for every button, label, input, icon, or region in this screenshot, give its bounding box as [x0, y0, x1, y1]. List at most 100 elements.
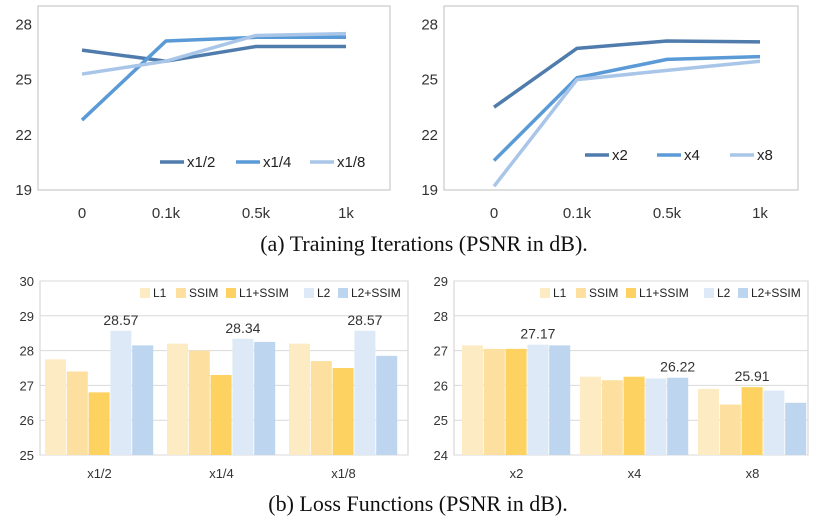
x-tick-label: x8: [746, 466, 760, 481]
x-tick-label: 0.5k: [242, 205, 271, 222]
y-tick-label: 27: [434, 344, 448, 359]
bar-x1/2-L2: [110, 330, 132, 455]
legend-label: x8: [757, 147, 773, 164]
x-tick-label: x1/2: [87, 466, 112, 481]
x-tick-label: x2: [510, 466, 524, 481]
y-tick-label: 24: [434, 448, 448, 463]
legend-label: x2: [612, 147, 628, 164]
y-tick-label: 26: [434, 378, 448, 393]
bar-x1/8-L1: [289, 343, 310, 455]
legend-swatch: [226, 288, 236, 298]
x-tick-label: x4: [628, 466, 642, 481]
y-tick-label: 30: [20, 274, 34, 289]
bar-x2-L1: [462, 345, 483, 455]
bar-chart-2: 24 25 26 27 28 29 x2 x4 x8 27.17 26.22 25.91 L1 SSIM L…: [434, 274, 809, 481]
legend-swatch: [338, 288, 348, 298]
y-tick-label: 28: [20, 344, 34, 359]
y-tick-label: 25: [15, 72, 32, 89]
line-chart-1: 19 22 25 28 0 0.1k 0.5k 1k x1/2 x1/4 x1/8: [15, 5, 391, 222]
y-tick-label: 22: [15, 127, 32, 144]
data-label: 28.57: [103, 312, 138, 328]
y-tick-label: 25: [421, 72, 438, 89]
legend-swatch: [304, 288, 314, 298]
bar-x8-L2: [763, 390, 785, 455]
x-tick-label: 1k: [752, 205, 768, 222]
y-tick-label: 25: [20, 448, 34, 463]
x-tick-label: 1k: [338, 205, 354, 222]
data-label: 25.91: [735, 368, 770, 384]
plot-frame: [443, 5, 799, 191]
y-tick-label: 28: [15, 16, 32, 33]
legend-label: L1: [553, 286, 567, 300]
series-line-x4: [492, 54, 761, 162]
legend-label: L2+SSIM: [751, 286, 801, 300]
bar-x8-SSIM: [719, 404, 741, 455]
bar-x1/4-SSIM: [188, 350, 210, 455]
data-label: 28.34: [225, 320, 260, 336]
x-tick-label: 0: [490, 205, 498, 222]
x-tick-label: 0.1k: [563, 205, 592, 222]
legend-label: SSIM: [589, 286, 618, 300]
data-label: 27.17: [520, 326, 555, 342]
bar-x1/8-L2+SSIM: [376, 355, 398, 455]
bar-x4-L1+SSIM: [623, 376, 645, 455]
legend-label: L2: [317, 286, 331, 300]
legend-swatch: [626, 288, 636, 298]
bar-x2-SSIM: [483, 348, 505, 455]
bar-x2-L2: [527, 344, 549, 455]
bar-x1/2-L1+SSIM: [88, 392, 110, 455]
legend-label: L1: [153, 286, 167, 300]
data-label: 26.22: [660, 359, 695, 375]
x-tick-label: 0: [78, 205, 86, 222]
legend-label: x4: [684, 147, 700, 164]
bar-x1/8-L1+SSIM: [332, 368, 354, 455]
legend-label: L2: [717, 286, 731, 300]
caption-b: (b) Loss Functions (PSNR in dB).: [268, 491, 567, 516]
bar-x1/4-L2+SSIM: [254, 341, 276, 455]
line-chart-2: 19 22 25 28 0 0.1k 0.5k 1k x2 x4 x8: [421, 5, 799, 222]
bar-x1/2-SSIM: [66, 371, 88, 455]
x-tick-label: x1/8: [331, 466, 356, 481]
bar-x8-L1+SSIM: [741, 387, 763, 455]
y-tick-label: 28: [434, 309, 448, 324]
bar-x4-SSIM: [601, 380, 623, 455]
bar-x2-L2+SSIM: [549, 345, 571, 455]
series-line-x8: [492, 59, 761, 188]
bar-x1/8-L2: [354, 330, 376, 455]
y-tick-label: 19: [421, 182, 438, 199]
bar-x1/8-SSIM: [310, 361, 332, 455]
bar-x4-L1: [580, 376, 601, 455]
bar-x4-L2: [645, 378, 667, 455]
legend-label: L2+SSIM: [351, 286, 401, 300]
legend-label: SSIM: [189, 286, 218, 300]
y-tick-label: 25: [434, 413, 448, 428]
y-tick-label: 29: [434, 274, 448, 289]
series-line-x1/4: [80, 35, 346, 122]
legend-label: x1/2: [187, 154, 215, 171]
series-line-x1/2: [81, 44, 346, 63]
legend-label: L1+SSIM: [239, 286, 289, 300]
y-tick-label: 29: [20, 309, 34, 324]
x-tick-label: x1/4: [209, 466, 234, 481]
series-line-x1/8: [81, 31, 347, 76]
y-tick-label: 27: [20, 378, 34, 393]
bar-x8-L1: [698, 388, 719, 455]
legend-label: L1+SSIM: [639, 286, 689, 300]
legend-label: x1/8: [337, 154, 365, 171]
y-tick-label: 26: [20, 413, 34, 428]
legend-swatch: [176, 288, 186, 298]
x-tick-label: 0.5k: [653, 205, 682, 222]
series-line-x2: [492, 39, 761, 109]
legend-swatch: [540, 288, 550, 298]
bar-x1/4-L1: [167, 343, 188, 455]
bar-x1/2-L1: [45, 359, 66, 455]
bar-x1/4-L1+SSIM: [210, 374, 232, 455]
y-tick-label: 28: [421, 16, 438, 33]
x-tick-label: 0.1k: [152, 205, 181, 222]
bar-x1/2-L2+SSIM: [132, 345, 154, 455]
legend-swatch: [738, 288, 748, 298]
bar-x1/4-L2: [232, 338, 254, 455]
legend-swatch: [704, 288, 714, 298]
y-tick-label: 19: [15, 182, 32, 199]
bar-x8-L2+SSIM: [785, 402, 807, 455]
